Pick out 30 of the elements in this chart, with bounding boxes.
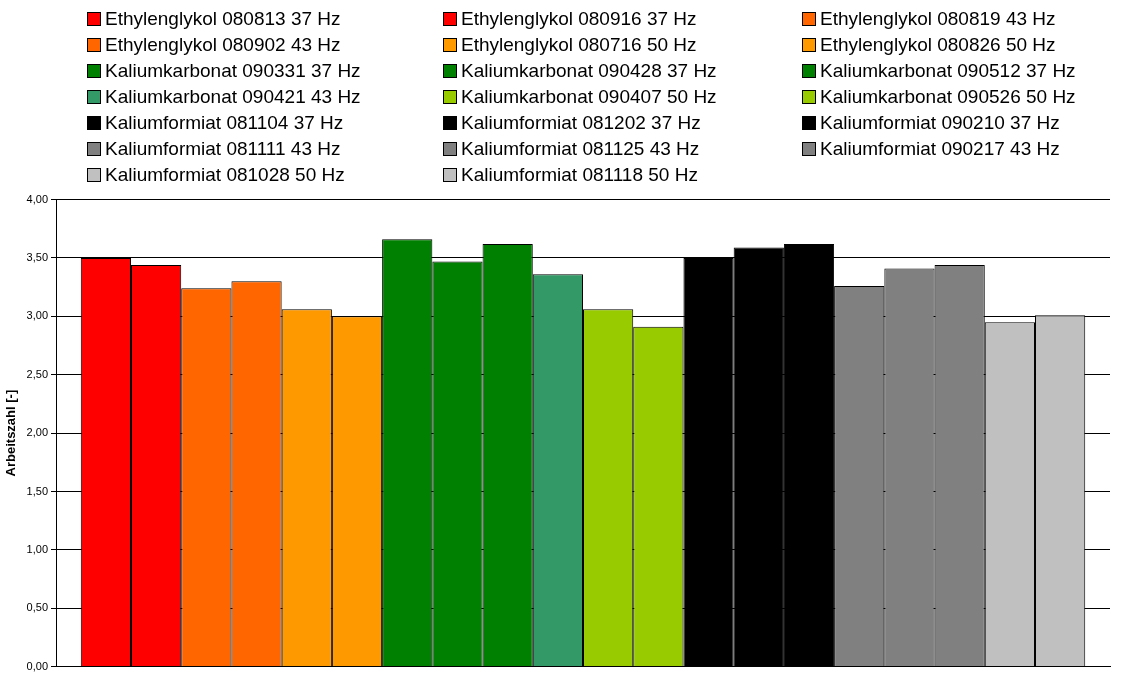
legend-label: Kaliumkarbonat 090512 37 Hz <box>820 60 1076 82</box>
legend-label: Ethylenglykol 080826 50 Hz <box>820 34 1056 56</box>
y-tick-label: 4,00 <box>26 192 49 205</box>
legend-label: Kaliumkarbonat 090428 37 Hz <box>461 60 717 82</box>
legend-label: Ethylenglykol 080716 50 Hz <box>461 34 697 56</box>
y-tick-label: 2,50 <box>26 367 49 380</box>
y-tick-label: 2,00 <box>26 426 49 439</box>
legend-label: Ethylenglykol 080813 37 Hz <box>105 8 341 30</box>
legend-label: Kaliumkarbonat 090526 50 Hz <box>820 86 1076 108</box>
y-tick-label: 3,00 <box>26 309 49 322</box>
y-axis-title: Arbeitszahl [-] <box>3 389 19 477</box>
legend-label: Kaliumformiat 090217 43 Hz <box>820 138 1060 160</box>
legend-label: Kaliumformiat 081111 43 Hz <box>105 138 341 160</box>
legend-label: Kaliumformiat 081104 37 Hz <box>105 112 344 134</box>
legend-label: Kaliumkarbonat 090331 37 Hz <box>105 60 361 82</box>
legend-label: Ethylenglykol 080902 43 Hz <box>105 34 341 56</box>
legend-label: Ethylenglykol 080916 37 Hz <box>461 8 697 30</box>
legend-label: Kaliumformiat 081125 43 Hz <box>461 138 700 160</box>
legend-label: Ethylenglykol 080819 43 Hz <box>820 8 1056 30</box>
y-tick-label: 0,50 <box>26 601 49 614</box>
y-tick-label: 3,50 <box>26 251 49 264</box>
y-tick-label: 1,00 <box>26 542 49 555</box>
legend-label: Kaliumkarbonat 090407 50 Hz <box>461 86 717 108</box>
legend-label: Kaliumformiat 081028 50 Hz <box>105 164 345 186</box>
legend-label: Kaliumformiat 090210 37 Hz <box>820 112 1060 134</box>
legend-label: Kaliumformiat 081202 37 Hz <box>461 112 701 134</box>
y-tick-label: 1,50 <box>26 484 49 497</box>
legend-label: Kaliumformiat 081118 50 Hz <box>461 164 698 186</box>
legend-label: Kaliumkarbonat 090421 43 Hz <box>105 86 361 108</box>
y-tick-label: 0,00 <box>26 659 49 672</box>
